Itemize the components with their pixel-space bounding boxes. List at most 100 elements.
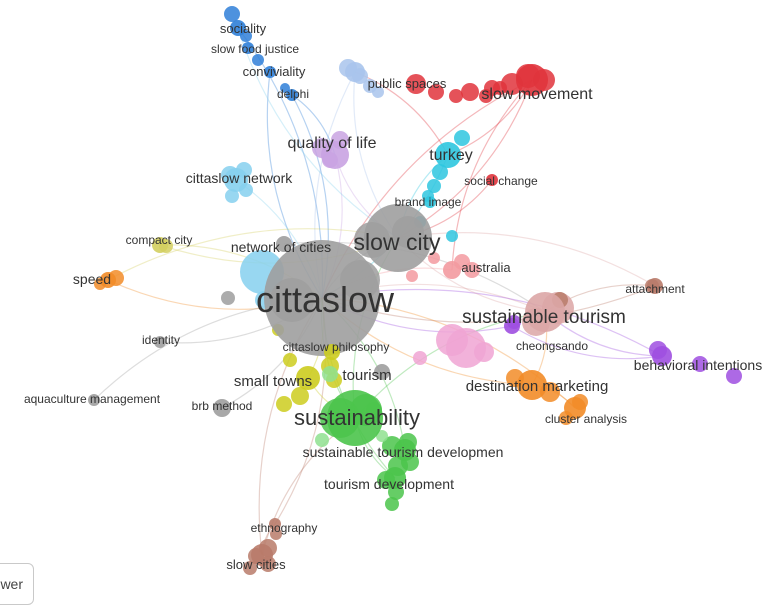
- node-sustainable-tourism[interactable]: [525, 292, 565, 332]
- node-blob-purple: [726, 368, 742, 384]
- node-cluster-analysis[interactable]: [564, 397, 586, 419]
- node-brand-image[interactable]: [424, 196, 436, 208]
- label-layer: cittaslow slow city network of cities ident…: [24, 21, 762, 572]
- node-turkey[interactable]: [435, 142, 461, 168]
- label-brand-image[interactable]: brand image: [395, 195, 462, 209]
- node-blob-blue: [252, 54, 264, 66]
- node-slow-city[interactable]: [364, 204, 432, 272]
- label-turkey[interactable]: turkey: [429, 147, 473, 164]
- node-blob-cyan: [427, 179, 441, 193]
- node-attachment[interactable]: [647, 278, 663, 294]
- node-sociality[interactable]: [230, 20, 246, 36]
- label-quality-of-life[interactable]: quality of life: [288, 135, 377, 152]
- label-sustainable-tourism[interactable]: sustainable tourism: [462, 307, 626, 328]
- label-identity[interactable]: identity: [142, 333, 180, 347]
- node-small-towns[interactable]: [296, 366, 320, 390]
- node-blob-lightgreen: [376, 430, 388, 442]
- node-sustainability[interactable]: [327, 390, 383, 446]
- label-destination-marketing[interactable]: destination marketing: [466, 378, 609, 395]
- node-blob-red: [479, 89, 493, 103]
- node-conviviality[interactable]: [264, 66, 276, 78]
- label-cittaslow-network[interactable]: cittaslow network: [186, 170, 294, 186]
- edge-slow-city-attachment: [397, 232, 656, 287]
- label-behavioral[interactable]: behavioral intentions: [634, 357, 762, 373]
- node-public-spaces[interactable]: [345, 62, 365, 82]
- label-attachment[interactable]: attachment: [625, 282, 685, 296]
- node-blob-salmon: [464, 262, 480, 278]
- node-delphi[interactable]: [286, 89, 298, 101]
- node-compact-city[interactable]: [152, 237, 168, 253]
- label-public-spaces[interactable]: public spaces: [368, 76, 447, 91]
- label-slow-city[interactable]: slow city: [354, 229, 441, 255]
- node-blob-purple: [692, 356, 708, 372]
- label-slow-cities[interactable]: slow cities: [226, 557, 286, 572]
- node-blob-blue: [280, 83, 290, 93]
- label-aquaculture[interactable]: aquaculture management: [24, 392, 161, 406]
- label-slow-movement[interactable]: slow movement: [481, 86, 593, 103]
- node-blob-lightblue: [372, 86, 384, 98]
- label-sustainability[interactable]: sustainability: [294, 405, 420, 430]
- node-blob-cyan: [432, 164, 448, 180]
- label-sociality[interactable]: sociality: [220, 21, 267, 36]
- node-tourism[interactable]: [374, 364, 390, 380]
- node-network-of-cities[interactable]: [276, 236, 292, 252]
- node-blob-red: [493, 81, 507, 95]
- node-blob-lightgreen: [322, 366, 338, 382]
- edge-slow-movement-australia: [451, 79, 533, 271]
- node-blob-pink: [474, 342, 494, 362]
- label-social-change[interactable]: social change: [464, 174, 538, 188]
- label-sustainable-tourism-dev[interactable]: sustainable tourism developmen: [303, 444, 504, 460]
- node-blob-cyan: [446, 230, 458, 242]
- label-tourism-development[interactable]: tourism development: [324, 476, 454, 492]
- node-blob-pink: [413, 351, 427, 365]
- label-compact-city[interactable]: compact city: [126, 233, 193, 247]
- node-cheongsando[interactable]: [504, 318, 520, 334]
- label-delphi[interactable]: delphi: [277, 87, 309, 101]
- label-ethnography[interactable]: ethnography: [251, 521, 318, 535]
- node-quality-of-life[interactable]: [321, 141, 349, 169]
- node-sustainable-tourism-dev[interactable]: [394, 439, 416, 461]
- node-blob-salmon: [406, 270, 418, 282]
- node-cittaslow[interactable]: [264, 240, 380, 356]
- node-blob-blue: [224, 6, 240, 22]
- node-blob-yellow: [276, 396, 292, 412]
- label-cluster-analysis[interactable]: cluster analysis: [545, 412, 627, 426]
- label-conviviality[interactable]: conviviality: [243, 64, 306, 79]
- label-cittaslow-philosophy[interactable]: cittaslow philosophy: [283, 340, 390, 354]
- label-cheongsando[interactable]: cheongsando: [516, 339, 588, 353]
- label-small-towns[interactable]: small towns: [234, 373, 312, 390]
- label-network-of-cities[interactable]: network of cities: [231, 239, 331, 255]
- node-blob-red: [449, 89, 463, 103]
- node-blob-pink: [436, 324, 468, 356]
- node-tourism-development[interactable]: [384, 467, 406, 489]
- label-speed[interactable]: speed: [73, 271, 111, 287]
- node-speed[interactable]: [100, 272, 116, 288]
- viewer-button[interactable]: wer: [0, 563, 34, 605]
- node-layer: [88, 6, 742, 575]
- node-blob-lightgreen: [315, 433, 329, 447]
- node-brb[interactable]: [213, 399, 231, 417]
- node-slow-cities[interactable]: [251, 544, 273, 566]
- node-social-change[interactable]: [486, 174, 498, 186]
- edge-public-spaces-turkey: [354, 71, 449, 156]
- node-ethnography[interactable]: [269, 518, 281, 530]
- node-australia[interactable]: [443, 261, 461, 279]
- node-blob-green: [385, 497, 399, 511]
- node-slow-food-justice[interactable]: [242, 42, 254, 54]
- label-cittaslow[interactable]: cittaslow: [256, 279, 395, 320]
- node-blob-cyan: [454, 130, 470, 146]
- node-identity[interactable]: [154, 336, 166, 348]
- node-cittaslow-network[interactable]: [224, 168, 248, 192]
- node-cittaslow-philosophy[interactable]: [324, 344, 340, 360]
- node-slow-movement[interactable]: [516, 64, 548, 96]
- node-behavioral[interactable]: [652, 346, 672, 366]
- node-blob-skyblue: [225, 189, 239, 203]
- label-slow-food-justice[interactable]: slow food justice: [211, 42, 299, 56]
- label-brb[interactable]: brb method: [192, 399, 253, 413]
- label-tourism[interactable]: tourism: [342, 367, 391, 384]
- label-australia[interactable]: australia: [461, 260, 511, 275]
- node-aquaculture[interactable]: [88, 394, 100, 406]
- node-blob-yellow: [283, 353, 297, 367]
- node-destination-marketing[interactable]: [517, 370, 547, 400]
- node-blob-salmon: [428, 252, 440, 264]
